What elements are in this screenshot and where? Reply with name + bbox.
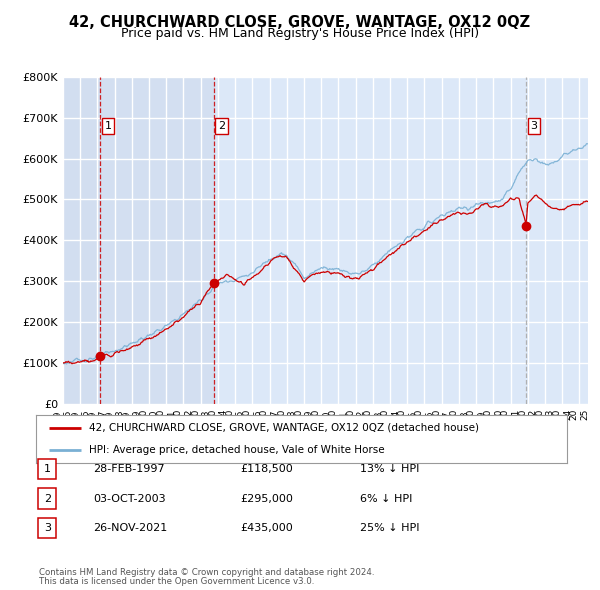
Text: £435,000: £435,000 (240, 523, 293, 533)
Text: 6% ↓ HPI: 6% ↓ HPI (360, 494, 412, 503)
Text: 26-NOV-2021: 26-NOV-2021 (93, 523, 167, 533)
Text: 1: 1 (44, 464, 51, 474)
Text: This data is licensed under the Open Government Licence v3.0.: This data is licensed under the Open Gov… (39, 577, 314, 586)
Text: 28-FEB-1997: 28-FEB-1997 (93, 464, 164, 474)
Text: 42, CHURCHWARD CLOSE, GROVE, WANTAGE, OX12 0QZ (detached house): 42, CHURCHWARD CLOSE, GROVE, WANTAGE, OX… (89, 423, 479, 433)
Text: £295,000: £295,000 (240, 494, 293, 503)
Text: 25% ↓ HPI: 25% ↓ HPI (360, 523, 419, 533)
Text: Contains HM Land Registry data © Crown copyright and database right 2024.: Contains HM Land Registry data © Crown c… (39, 568, 374, 577)
Bar (100, 77, 214, 404)
Text: 2: 2 (44, 494, 51, 503)
Text: 2: 2 (218, 121, 225, 131)
Text: 3: 3 (44, 523, 51, 533)
Text: 1: 1 (104, 121, 112, 131)
Text: 42, CHURCHWARD CLOSE, GROVE, WANTAGE, OX12 0QZ: 42, CHURCHWARD CLOSE, GROVE, WANTAGE, OX… (70, 15, 530, 30)
Text: 03-OCT-2003: 03-OCT-2003 (93, 494, 166, 503)
Text: £118,500: £118,500 (240, 464, 293, 474)
Text: 3: 3 (530, 121, 538, 131)
Text: 13% ↓ HPI: 13% ↓ HPI (360, 464, 419, 474)
Text: HPI: Average price, detached house, Vale of White Horse: HPI: Average price, detached house, Vale… (89, 445, 385, 455)
Text: Price paid vs. HM Land Registry's House Price Index (HPI): Price paid vs. HM Land Registry's House … (121, 27, 479, 40)
Bar (63, 77, 100, 404)
